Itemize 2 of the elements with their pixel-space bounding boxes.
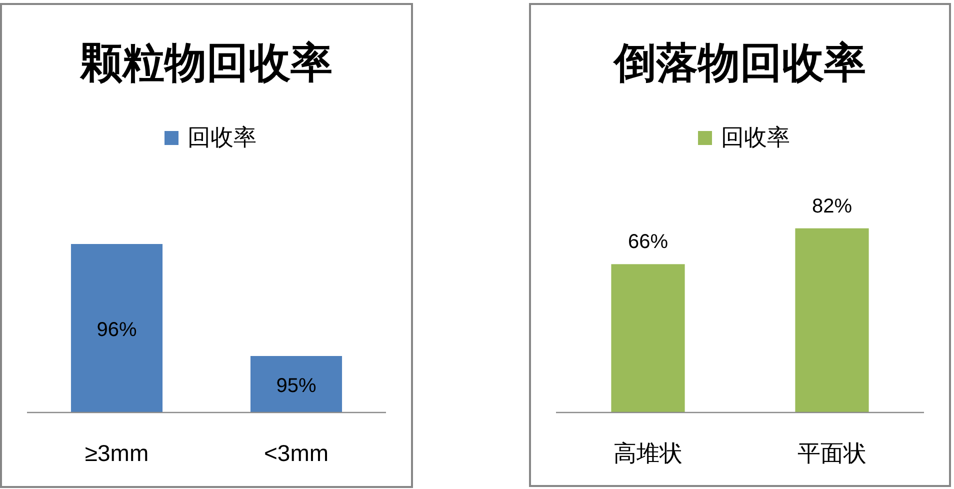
title: 颗粒物回收率 xyxy=(80,39,332,86)
title: 倒落物回收率 xyxy=(614,39,866,86)
